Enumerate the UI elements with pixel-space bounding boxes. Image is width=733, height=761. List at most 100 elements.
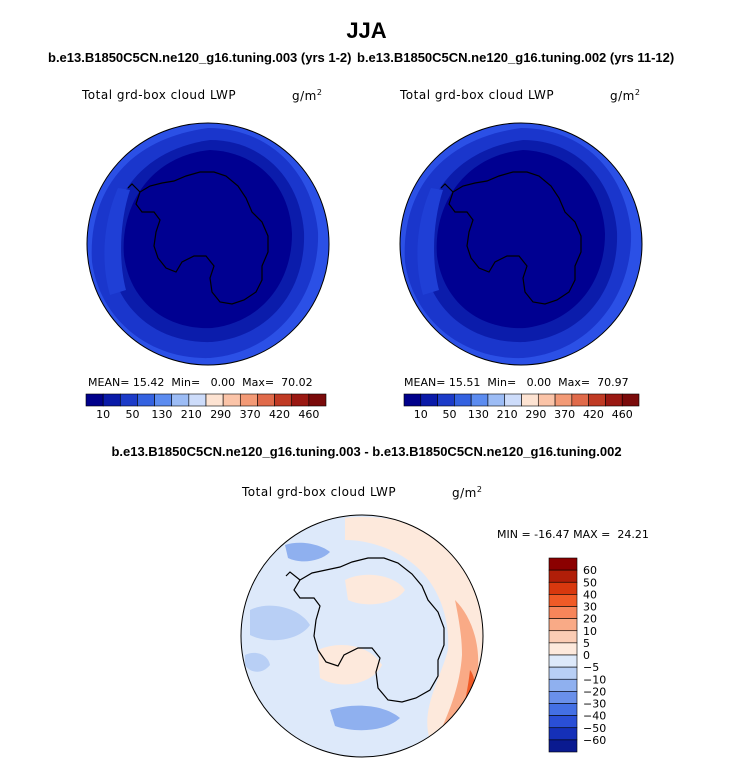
panel-a-colorbar-box: [137, 393, 155, 407]
diff-colorbar-tick-label: −50: [583, 722, 606, 735]
diff-colorbar-tick-label: 0: [583, 649, 590, 662]
diff-panel-title: b.e13.B1850C5CN.ne120_g16.tuning.003 - b…: [111, 444, 622, 459]
diff-colorbar-box: [548, 727, 578, 741]
panel-a-colorbar: 10 50 130 210 290 370 420 460: [85, 393, 327, 421]
panel-b-title: b.e13.B1850C5CN.ne120_g16.tuning.002 (yr…: [357, 50, 675, 65]
figure-title: JJA: [346, 18, 387, 43]
panel-a-colorbar-box: [257, 393, 275, 407]
panel-a-colorbar-tick-label: 210: [181, 408, 202, 421]
panel-a-colorbar-tick-label: 370: [240, 408, 261, 421]
diff-variable-label: Total grd-box cloud LWP: [242, 485, 397, 499]
panel-a-map-border: [86, 122, 330, 366]
panel-b-colorbar-box: [420, 393, 438, 407]
diff-colorbar-box: [548, 678, 578, 692]
diff-map-border: [240, 514, 484, 758]
panel-maps-top: 10 50 130 210 290 370 420 460 10 50 130 210 290 370 4…: [85, 122, 643, 421]
panel-a-colorbar-tick-label: 420: [269, 408, 290, 421]
diff-colorbar-box: [548, 642, 578, 656]
diff-colorbar-tick-label: 30: [583, 601, 597, 614]
panel-b-colorbar-tick-label: 10: [414, 408, 428, 421]
panel-a-colorbar-box: [119, 393, 138, 407]
panel-b-colorbar-tick-label: 50: [443, 408, 457, 421]
diff-colorbar-tick-label: 50: [583, 576, 597, 589]
diff-units-label: g/m2: [452, 485, 483, 500]
panel-b-colorbar-box: [437, 393, 455, 407]
diff-colorbar-tick-label: −5: [583, 661, 599, 674]
panel-b-colorbar-tick-label: 370: [554, 408, 575, 421]
panel-b-colorbar-tick-label: 420: [583, 408, 604, 421]
diff-minmax-text: MIN = -16.47 MAX = 24.21: [497, 528, 649, 541]
panel-a-colorbar-tick-label: 460: [298, 408, 319, 421]
panel-b-colorbar-box: [504, 393, 522, 407]
panel-b-colorbar-box: [454, 393, 472, 407]
panel-a-colorbar-box: [85, 393, 104, 407]
diff-colorbar-box: [548, 666, 578, 680]
panel-b-colorbar-box: [521, 393, 539, 407]
panel-a-colorbar-tick-label: 50: [126, 408, 140, 421]
panel-b-colorbar-box: [487, 393, 506, 407]
panel-b-colorbar-box: [403, 393, 422, 407]
panel-b-colorbar-box: [588, 393, 606, 407]
diff-colorbar-tick-label: 60: [583, 564, 597, 577]
diff-colorbar-box: [548, 581, 578, 595]
panel-a-units-label: g/m2: [292, 88, 323, 103]
diff-colorbar-box: [548, 691, 578, 704]
panel-a-colorbar-box: [188, 393, 207, 407]
diff-colorbar-box: [548, 739, 578, 753]
panel-a-colorbar-tick-label: 10: [96, 408, 110, 421]
diff-colorbar-box: [548, 569, 578, 583]
panel-a-colorbar-box: [154, 393, 173, 407]
panel-a-stats: MEAN= 15.42 Min= 0.00 Max= 70.02: [88, 376, 313, 389]
panel-a-colorbar-box: [205, 393, 224, 407]
diff-colorbar-tick-label: 5: [583, 637, 590, 650]
panel-a-colorbar-tick-label: 290: [210, 408, 231, 421]
panel-b-antarctica-coastline: [440, 171, 582, 305]
panel-b-colorbar: 10 50 130 210 290 370 420 460: [403, 393, 640, 421]
panel-b-colorbar-box: [554, 393, 573, 407]
panel-b-colorbar-box: [621, 393, 640, 407]
panel-a-colorbar-box: [102, 393, 121, 407]
panel-b-colorbar-tick-label: 210: [497, 408, 518, 421]
panel-b-colorbar-tick-label: 460: [612, 408, 633, 421]
panel-a-colorbar-box: [171, 393, 190, 407]
diff-colorbar-box: [548, 630, 578, 644]
diff-colorbar-box: [548, 703, 578, 716]
panel-b-map: [400, 123, 642, 365]
panel-b-colorbar-box: [605, 393, 623, 407]
panel-a-colorbar-box: [291, 393, 310, 407]
panel-b-colorbar-tick-label: 290: [525, 408, 546, 421]
panel-b-stats: MEAN= 15.51 Min= 0.00 Max= 70.97: [404, 376, 629, 389]
diff-colorbar-box: [548, 654, 578, 668]
panel-b-colorbar-tick-label: 130: [468, 408, 489, 421]
panel-b-colorbar-box: [537, 393, 556, 407]
diff-colorbar-box: [548, 557, 578, 571]
panel-a-antarctica-coastline: [127, 171, 269, 305]
diff-colorbar-box: [548, 618, 578, 632]
diff-colorbar-tick-label: 40: [583, 588, 597, 601]
diff-colorbar-tick-label: −10: [583, 673, 606, 686]
diff-colorbar-tick-label: 10: [583, 625, 597, 638]
diff-colorbar-box: [548, 606, 578, 619]
panel-a-variable-label: Total grd-box cloud LWP: [82, 88, 237, 102]
diff-colorbar-tick-label: 20: [583, 613, 597, 626]
diff-map: [241, 515, 483, 757]
panel-a-map: [87, 123, 329, 365]
panel-a-colorbar-box: [239, 393, 258, 407]
panel-a-colorbar-tick-label: 130: [151, 408, 172, 421]
diff-colorbar-tick-label: −30: [583, 698, 606, 711]
panel-a-colorbar-box: [308, 393, 327, 407]
diff-colorbar-tick-label: −20: [583, 685, 606, 698]
diff-colorbar-box: [548, 594, 578, 607]
diff-colorbar-box: [548, 715, 578, 729]
panel-a-colorbar-box: [274, 393, 293, 407]
panel-b-units-label: g/m2: [610, 88, 641, 103]
diff-colorbar-tick-label: −40: [583, 710, 606, 723]
panel-b-map-border: [399, 122, 643, 366]
panel-b-colorbar-box: [571, 393, 589, 407]
panel-b-variable-label: Total grd-box cloud LWP: [400, 88, 555, 102]
panel-a-title: b.e13.B1850C5CN.ne120_g16.tuning.003 (yr…: [48, 50, 352, 65]
diff-antarctica-coastline: [285, 557, 445, 703]
panel-a-colorbar-box: [222, 393, 241, 407]
